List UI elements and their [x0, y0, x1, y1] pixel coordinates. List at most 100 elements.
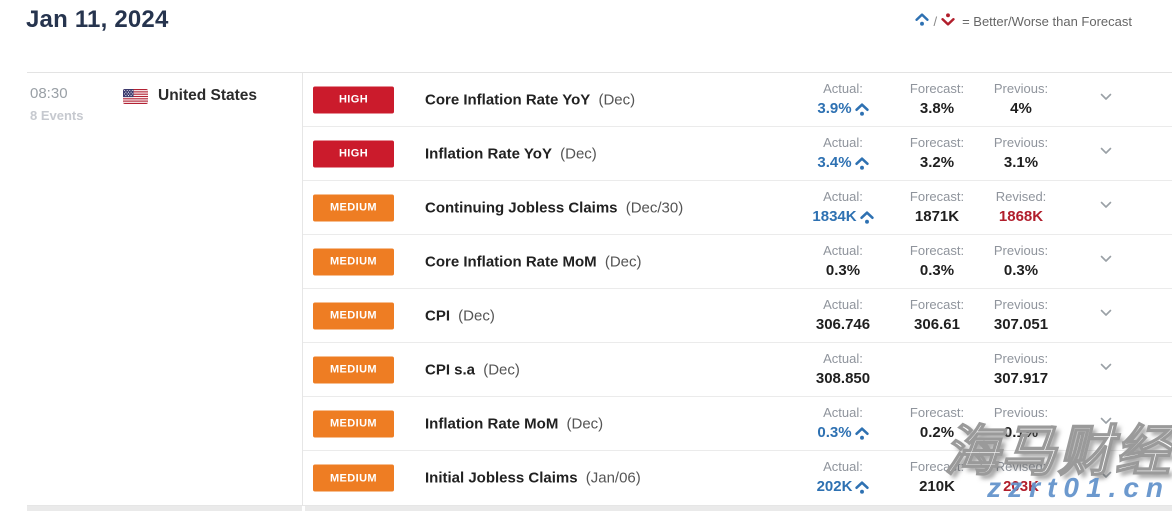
- value-label: Revised:: [995, 459, 1047, 474]
- value-label: Actual:: [823, 189, 863, 204]
- event-row[interactable]: MEDIUM Continuing Jobless Claims (Dec/30…: [303, 181, 1172, 235]
- value-label: Previous:: [993, 297, 1049, 312]
- next-row-strip: [27, 506, 1172, 511]
- chevron-down-icon[interactable]: [1100, 255, 1112, 263]
- value-label: Actual:: [823, 243, 863, 258]
- value-number: 0.2%: [919, 424, 955, 441]
- impact-badge: MEDIUM: [313, 410, 394, 437]
- event-period: (Dec/30): [621, 199, 684, 216]
- value-column: Actual: 0.3%: [788, 405, 898, 442]
- impact-badge: MEDIUM: [313, 356, 394, 383]
- value-label: Previous:: [993, 405, 1049, 420]
- better-than-forecast-icon: [854, 102, 869, 116]
- value-column: Actual: 0.3%: [788, 243, 898, 280]
- value-column: Previous: 3.1%: [966, 135, 1076, 172]
- event-row[interactable]: MEDIUM Initial Jobless Claims (Jan/06) A…: [303, 451, 1172, 505]
- event-title: CPI (Dec): [425, 307, 495, 324]
- event-period: (Dec): [454, 307, 495, 324]
- better-than-forecast-icon: [854, 156, 869, 170]
- legend-separator: /: [933, 13, 938, 29]
- impact-badge: MEDIUM: [313, 302, 394, 329]
- event-row[interactable]: MEDIUM Inflation Rate MoM (Dec) Actual: …: [303, 397, 1172, 451]
- legend-text: = Better/Worse than Forecast: [962, 13, 1132, 29]
- value-number: 210K: [919, 478, 955, 495]
- value-label: Forecast:: [909, 243, 965, 258]
- event-name[interactable]: CPI: [425, 307, 451, 324]
- event-title: Core Inflation Rate MoM (Dec): [425, 253, 642, 270]
- event-name[interactable]: Inflation Rate YoY: [425, 145, 552, 162]
- chevron-down-icon[interactable]: [1100, 471, 1112, 479]
- event-period: (Dec): [562, 415, 604, 432]
- value-label: Forecast:: [909, 297, 965, 312]
- value-number: 202K: [788, 478, 898, 496]
- rows: HIGH Core Inflation Rate YoY (Dec) Actua…: [303, 73, 1172, 505]
- value-column: Revised: 203K: [966, 459, 1076, 496]
- value-number: 308.850: [815, 370, 871, 387]
- country-label[interactable]: United States: [158, 87, 258, 104]
- date-group-cell: 08:30 8 Events: [27, 73, 303, 505]
- value-label: Forecast:: [909, 405, 965, 420]
- event-row[interactable]: HIGH Inflation Rate YoY (Dec) Actual: 3.…: [303, 127, 1172, 181]
- value-label: Forecast:: [909, 135, 965, 150]
- event-period: (Dec): [594, 91, 636, 108]
- value-column: Previous: 307.917: [966, 351, 1076, 388]
- chevron-down-icon[interactable]: [1100, 309, 1112, 317]
- event-row[interactable]: MEDIUM Core Inflation Rate MoM (Dec) Act…: [303, 235, 1172, 289]
- value-label: Previous:: [993, 243, 1049, 258]
- value-column: Actual: 1834K: [788, 189, 898, 226]
- event-row[interactable]: MEDIUM CPI (Dec) Actual: 306.746 Forecas…: [303, 289, 1172, 343]
- better-than-forecast-icon: [854, 426, 869, 440]
- value-column: Forecast: 0.3%: [882, 243, 992, 280]
- value-column: Forecast: 1871K: [882, 189, 992, 226]
- page-title: Jan 11, 2024: [26, 6, 169, 33]
- chevron-down-icon[interactable]: [1100, 201, 1112, 209]
- value-label: Previous:: [993, 81, 1049, 96]
- value-column: Forecast: 306.61: [882, 297, 992, 334]
- event-title: Core Inflation Rate YoY (Dec): [425, 91, 635, 108]
- value-column: Actual: 308.850: [788, 351, 898, 388]
- value-number: 306.746: [815, 316, 871, 333]
- event-row[interactable]: HIGH Core Inflation Rate YoY (Dec) Actua…: [303, 73, 1172, 127]
- us-flag-icon: [123, 89, 148, 104]
- value-label: Previous:: [993, 351, 1049, 366]
- event-name[interactable]: CPI s.a: [425, 361, 476, 378]
- value-column: Actual: 202K: [788, 459, 898, 496]
- event-title: Initial Jobless Claims (Jan/06): [425, 470, 641, 487]
- event-row[interactable]: MEDIUM CPI s.a (Dec) Actual: 308.850 Pre…: [303, 343, 1172, 397]
- chevron-down-icon[interactable]: [1100, 417, 1112, 425]
- impact-badge: MEDIUM: [313, 248, 394, 275]
- event-name[interactable]: Core Inflation Rate YoY: [425, 91, 591, 108]
- value-column: Actual: 3.9%: [788, 81, 898, 118]
- event-title: Inflation Rate MoM (Dec): [425, 415, 603, 432]
- impact-badge: HIGH: [313, 140, 394, 167]
- value-number: 3.2%: [919, 154, 955, 171]
- group-events-count: 8 Events: [30, 108, 84, 123]
- value-label: Actual:: [823, 459, 863, 474]
- event-name[interactable]: Inflation Rate MoM: [425, 415, 559, 432]
- value-number: 1868K: [998, 208, 1044, 225]
- event-name[interactable]: Continuing Jobless Claims: [425, 199, 618, 216]
- value-column: Previous: 4%: [966, 81, 1076, 118]
- event-name[interactable]: Initial Jobless Claims: [425, 469, 578, 487]
- value-label: Actual:: [823, 351, 863, 366]
- impact-badge: MEDIUM: [313, 194, 394, 221]
- value-column: Previous: 0.1%: [966, 405, 1076, 442]
- value-label: Revised:: [995, 189, 1047, 204]
- value-label: Actual:: [823, 405, 863, 420]
- chevron-down-icon[interactable]: [1100, 147, 1112, 155]
- value-column: Actual: 306.746: [788, 297, 898, 334]
- value-number: 203K: [1003, 478, 1039, 495]
- better-than-forecast-icon: [859, 210, 874, 224]
- event-title: Continuing Jobless Claims (Dec/30): [425, 199, 683, 216]
- value-column: Previous: 307.051: [966, 297, 1076, 334]
- value-number: 0.3%: [919, 262, 955, 279]
- value-column: Previous: 0.3%: [966, 243, 1076, 280]
- value-number: 1871K: [914, 208, 960, 225]
- event-period: (Dec): [555, 145, 597, 162]
- chevron-down-icon[interactable]: [1100, 363, 1112, 371]
- event-name[interactable]: Core Inflation Rate MoM: [425, 253, 597, 270]
- chevron-down-icon[interactable]: [1100, 93, 1112, 101]
- value-number: 4%: [1010, 100, 1032, 117]
- value-number: 0.3%: [1003, 262, 1039, 279]
